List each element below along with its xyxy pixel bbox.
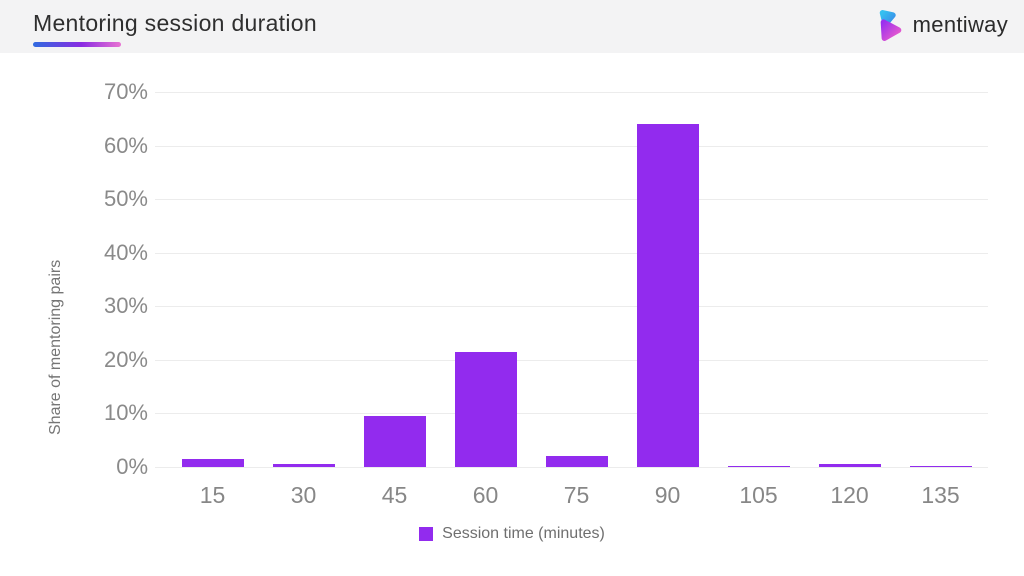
x-axis-tick-labels: 15 30 45 60 75 90 105 120 135 <box>167 481 986 511</box>
plot-grid <box>155 92 988 468</box>
mentiway-logo-text: mentiway <box>912 12 1008 37</box>
gridline <box>155 92 988 93</box>
gridline <box>155 413 988 415</box>
y-tick-label: 50% <box>103 186 148 212</box>
bar-60min[interactable] <box>454 351 517 467</box>
bar-135min[interactable] <box>909 465 972 467</box>
bar-120min[interactable] <box>818 464 881 467</box>
x-tick-label: 60 <box>472 482 499 508</box>
legend-swatch <box>419 527 434 541</box>
bars-layer <box>167 92 986 467</box>
gridline <box>155 306 988 308</box>
gridline <box>155 199 988 201</box>
title-block: Mentoring session duration <box>33 9 317 47</box>
y-tick-label: 60% <box>103 132 148 158</box>
y-tick-label: 30% <box>103 293 148 319</box>
y-tick-label: 20% <box>103 346 148 372</box>
bar-30min[interactable] <box>272 464 335 467</box>
header-bar: Mentoring session duration <box>0 0 1024 53</box>
chart-legend: Session time (minutes) <box>0 525 1024 543</box>
gridline <box>155 359 988 361</box>
mentiway-logo[interactable]: mentiway <box>876 8 1008 42</box>
x-tick-label: 120 <box>830 482 869 508</box>
y-axis-tick-labels: 0% 10% 20% 30% 40% 50% 60% 70% <box>60 80 148 479</box>
x-tick-label: 105 <box>739 482 778 508</box>
bar-75min[interactable] <box>545 456 608 467</box>
y-tick-label: 0% <box>116 454 148 479</box>
mentiway-logo-icon <box>876 8 906 42</box>
x-tick-label: 135 <box>921 482 960 508</box>
bar-90min[interactable] <box>636 124 699 467</box>
gridline <box>155 467 988 468</box>
page-title: Mentoring session duration <box>33 10 317 36</box>
title-accent-underline <box>33 42 121 47</box>
x-tick-label: 30 <box>290 482 317 508</box>
x-tick-label: 45 <box>381 482 408 508</box>
gridline <box>155 145 988 147</box>
bar-15min[interactable] <box>181 458 244 467</box>
bar-45min[interactable] <box>363 416 426 467</box>
x-tick-label: 15 <box>199 482 226 508</box>
x-tick-label: 90 <box>654 482 681 508</box>
legend-label: Session time (minutes) <box>442 525 605 542</box>
y-tick-label: 70% <box>103 79 148 104</box>
y-tick-label: 10% <box>103 400 148 426</box>
y-tick-label: 40% <box>103 239 148 265</box>
bar-chart: Share of mentoring pairs 0% 10% 20% 30% 40% 5… <box>0 53 1024 576</box>
gridline <box>155 252 988 254</box>
x-tick-label: 75 <box>563 482 590 508</box>
bar-105min[interactable] <box>727 465 790 467</box>
